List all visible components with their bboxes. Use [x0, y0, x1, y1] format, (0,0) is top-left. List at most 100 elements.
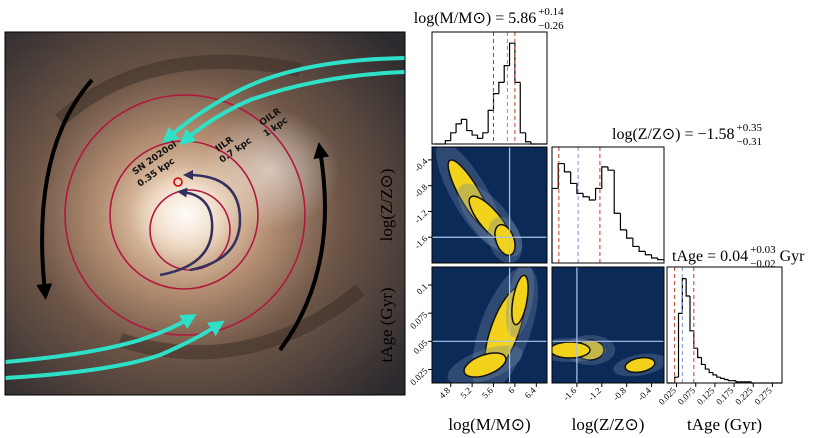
- histogram-step: [712, 372, 717, 376]
- histogram-step: [723, 378, 729, 381]
- histogram-step: [693, 330, 698, 349]
- histogram-step: [716, 374, 721, 378]
- x-tick-label: 5.6: [480, 385, 495, 400]
- y-tick-label: 0.05: [411, 337, 430, 356]
- panel-frame: [431, 31, 548, 145]
- title-error: −0.31: [737, 136, 762, 148]
- x-tick-label: -0.4: [636, 385, 653, 402]
- histogram-step: [519, 82, 526, 134]
- histogram-step: [476, 135, 483, 139]
- histogram-step: [619, 213, 627, 231]
- panel: [431, 31, 548, 145]
- y-axis-label: tAge (Gyr): [377, 287, 396, 362]
- histogram-step: [450, 132, 457, 141]
- histogram-step: [576, 183, 584, 194]
- histogram-step: [644, 251, 652, 256]
- y-tick-label: -0.4: [412, 156, 429, 173]
- histogram-step: [700, 357, 706, 366]
- x-tick-label: 5.2: [459, 385, 474, 400]
- title-error: −0.26: [538, 20, 564, 32]
- x-tick-label: 6.4: [523, 385, 538, 400]
- y-tick-label: 0.075: [408, 309, 430, 331]
- histogram-step: [638, 246, 646, 252]
- histogram-step: [557, 162, 565, 189]
- panel: 4.8 5.2 5.6 6 6.4 0.025 0.05 0.075 0.1 log(M/M⊙) t…: [377, 266, 548, 434]
- histogram-step: [508, 42, 515, 66]
- x-tick-label: 0.175: [714, 385, 736, 407]
- density: [432, 147, 547, 263]
- histogram-step: [570, 171, 577, 185]
- panel: [551, 146, 665, 264]
- histogram-step: [455, 123, 462, 133]
- title-error: −0.02: [750, 258, 775, 270]
- density-blob: [552, 341, 591, 359]
- panel-title: log(Z/Z⊙) = −1.58: [612, 126, 735, 143]
- x-axis-label: tAge (Gyr): [687, 415, 762, 434]
- galaxy-image: SN 2020oi 0.35 kpc IILR 0.7 kpc OILR 1 k…: [5, 32, 405, 395]
- image-frame: [4, 31, 406, 396]
- histogram-step: [607, 166, 615, 171]
- histogram-step: [727, 379, 733, 382]
- histogram-step: [735, 380, 740, 383]
- x-tick-label: 4.8: [437, 385, 452, 400]
- x-axis-label: log(M/M⊙): [448, 415, 530, 434]
- panel-frame: [431, 266, 548, 384]
- x-tick-label: 6: [506, 385, 517, 396]
- panel-frame: [551, 146, 665, 264]
- panel-frame: [551, 266, 665, 384]
- x-tick-label: -1.2: [586, 385, 603, 402]
- title-error: +0.03: [750, 244, 776, 256]
- y-tick-label: 0.025: [408, 366, 430, 388]
- x-tick-label: 0.125: [695, 385, 717, 407]
- histogram-step: [492, 93, 499, 111]
- histogram-step: [632, 238, 640, 248]
- histogram-step: [681, 278, 687, 314]
- panel-title: log(M/M⊙) = 5.86: [414, 10, 536, 27]
- x-tick-label: -0.8: [611, 385, 628, 402]
- title-error: +0.14: [538, 6, 564, 18]
- histogram-step: [487, 109, 494, 133]
- x-tick-label: -1.6: [561, 385, 578, 402]
- histogram-step: [594, 187, 602, 201]
- histogram-step: [482, 132, 489, 139]
- x-tick-label: 0.275: [752, 385, 774, 407]
- histogram-step: [601, 166, 608, 189]
- histogram-step: [466, 119, 473, 132]
- x-tick-label: 0.075: [676, 385, 698, 407]
- panel-title: tAge = 0.04: [672, 248, 748, 265]
- y-tick-label: 0.1: [415, 281, 430, 296]
- histogram-step: [697, 348, 702, 359]
- title-error: +0.35: [737, 122, 763, 134]
- density-blob: [511, 274, 529, 326]
- density: [552, 267, 664, 383]
- y-tick-label: -1.6: [412, 233, 429, 250]
- panel-frame: [431, 146, 548, 264]
- histogram-step: [657, 258, 664, 261]
- title-unit: Gyr: [780, 248, 806, 265]
- x-axis-label: log(Z/Z⊙): [572, 415, 645, 434]
- histogram-step: [626, 229, 633, 239]
- density: [432, 267, 547, 383]
- histogram-step: [685, 278, 690, 297]
- x-tick-label: 0.225: [733, 385, 755, 407]
- panel: -1.6 -1.2 -0.8 -0.4 log(Z/Z⊙): [377, 146, 548, 264]
- histogram-step: [498, 81, 505, 94]
- histogram-step: [689, 296, 694, 332]
- histogram-step: [503, 65, 510, 83]
- y-tick-label: -1.2: [412, 208, 429, 225]
- histogram-step: [613, 170, 621, 214]
- histogram-step: [674, 376, 679, 383]
- x-tick-label: 0.025: [657, 385, 679, 407]
- histogram-step: [444, 140, 451, 144]
- histogram-step: [582, 193, 590, 198]
- histogram-step: [704, 364, 710, 370]
- histogram-step: [588, 196, 596, 201]
- histogram-step: [525, 132, 531, 143]
- histogram-step: [514, 43, 521, 83]
- y-tick-label: -0.8: [412, 182, 429, 199]
- histogram-step: [677, 312, 683, 378]
- panel-frame: [666, 266, 783, 384]
